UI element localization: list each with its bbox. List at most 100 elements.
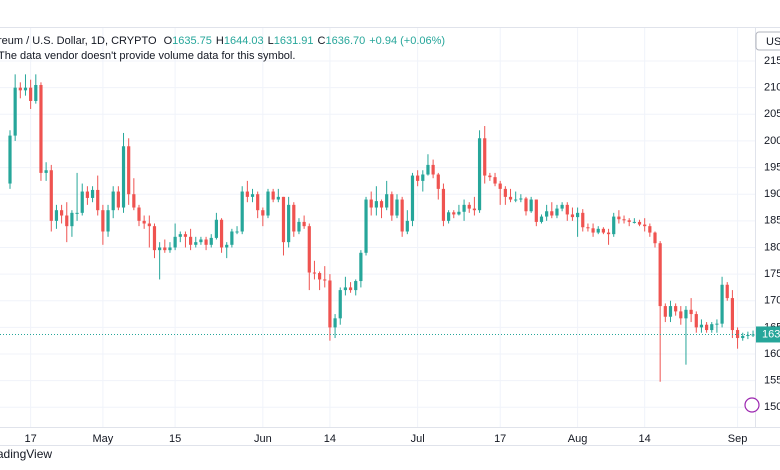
candle-body xyxy=(354,281,358,291)
legend-key: O xyxy=(164,35,173,47)
currency-button[interactable] xyxy=(755,31,780,51)
candle-body xyxy=(70,212,74,227)
candle-body xyxy=(276,196,280,200)
candle-body xyxy=(369,199,373,208)
candle-body xyxy=(529,199,533,212)
candle-body xyxy=(694,314,698,328)
candle-body xyxy=(178,234,182,237)
currency[interactable]: USD xyxy=(766,36,780,48)
last-price-tag xyxy=(756,326,780,343)
candle-body xyxy=(421,174,425,181)
candle-body xyxy=(735,330,740,339)
candle-body xyxy=(689,309,693,315)
footer-brand: TradingView xyxy=(0,447,52,461)
x-tick-label: May xyxy=(92,433,113,445)
y-tick-label: 1600 xyxy=(764,348,780,360)
y-tick-label: 1700 xyxy=(764,295,780,307)
candle-body xyxy=(514,199,518,201)
candle-body xyxy=(364,199,368,253)
candle-body xyxy=(209,237,213,245)
candle-body xyxy=(395,199,399,216)
candle-body xyxy=(338,290,342,319)
candle-body xyxy=(96,189,100,211)
candle-body xyxy=(416,175,420,181)
candle-body xyxy=(75,212,79,214)
candle-body xyxy=(39,85,43,173)
candle-body xyxy=(390,194,394,216)
y-tick-label: 1900 xyxy=(764,188,780,200)
candle-body xyxy=(555,208,559,216)
candle-body xyxy=(591,228,595,233)
candle-body xyxy=(379,201,384,208)
candle-body xyxy=(715,323,719,325)
candle-body xyxy=(426,164,430,175)
candle-body xyxy=(508,196,513,200)
candle-body xyxy=(85,191,89,198)
candle-body xyxy=(137,207,141,221)
candle-body xyxy=(581,212,585,228)
legend-key: L xyxy=(268,35,274,47)
candle-body xyxy=(359,252,363,282)
candle-body xyxy=(524,198,528,212)
candle-body xyxy=(271,191,275,200)
y-tick-label: 2050 xyxy=(764,108,780,120)
event-icon[interactable] xyxy=(744,397,760,413)
candle-body xyxy=(183,234,188,237)
candle-body xyxy=(462,204,466,212)
candle-body xyxy=(730,298,734,331)
candle-body xyxy=(80,191,84,213)
candle-body xyxy=(493,177,497,184)
candle-body xyxy=(240,191,244,232)
y-tick-label: 1950 xyxy=(764,161,780,173)
candle-body xyxy=(622,219,626,221)
candle-body xyxy=(710,324,714,331)
candle-body xyxy=(281,196,286,243)
candle-body xyxy=(163,247,167,251)
candle-body xyxy=(225,244,229,248)
candle-body xyxy=(570,214,575,218)
candle-body xyxy=(699,324,704,328)
candle-body xyxy=(245,191,249,197)
candle-body xyxy=(54,210,59,221)
candle-body xyxy=(189,236,193,245)
candle-body xyxy=(142,220,146,224)
candle-body xyxy=(60,210,64,216)
candle-body xyxy=(601,228,605,233)
candle-body xyxy=(302,221,306,227)
candle-body xyxy=(328,280,332,328)
y-tick-label: 1550 xyxy=(764,375,780,387)
candle-body xyxy=(101,210,105,232)
candle-body xyxy=(632,221,636,223)
legend-key: H xyxy=(216,35,224,47)
x-tick-label: Jul xyxy=(411,433,425,445)
legend-value: 1636.70 xyxy=(325,35,365,47)
candle-body xyxy=(679,311,683,319)
candle-body xyxy=(472,208,476,211)
candle-body xyxy=(653,232,657,244)
candle-body xyxy=(348,287,353,291)
candle-body xyxy=(287,204,291,243)
candle-body xyxy=(441,188,446,221)
x-tick-label: Sep xyxy=(728,433,748,445)
candle-body xyxy=(127,146,131,195)
x-tick-label: 14 xyxy=(639,433,651,445)
candle-body xyxy=(658,243,662,307)
candle-body xyxy=(152,226,157,251)
x-tick-label: 17 xyxy=(494,433,506,445)
candle-body xyxy=(266,191,270,216)
candle-body xyxy=(256,194,260,211)
x-tick-label: Jun xyxy=(254,433,272,445)
candle-body xyxy=(261,210,265,216)
candle-body xyxy=(637,221,642,225)
candle-body xyxy=(457,211,461,215)
candle-body xyxy=(318,273,322,280)
candle-body xyxy=(8,135,12,184)
legend-key: C xyxy=(318,35,326,47)
candle-body xyxy=(292,204,296,232)
candle-body xyxy=(576,212,580,218)
candle-body xyxy=(116,191,120,208)
candle-body xyxy=(519,198,523,200)
candle-body xyxy=(147,223,151,227)
price-axis-bg xyxy=(755,28,780,427)
